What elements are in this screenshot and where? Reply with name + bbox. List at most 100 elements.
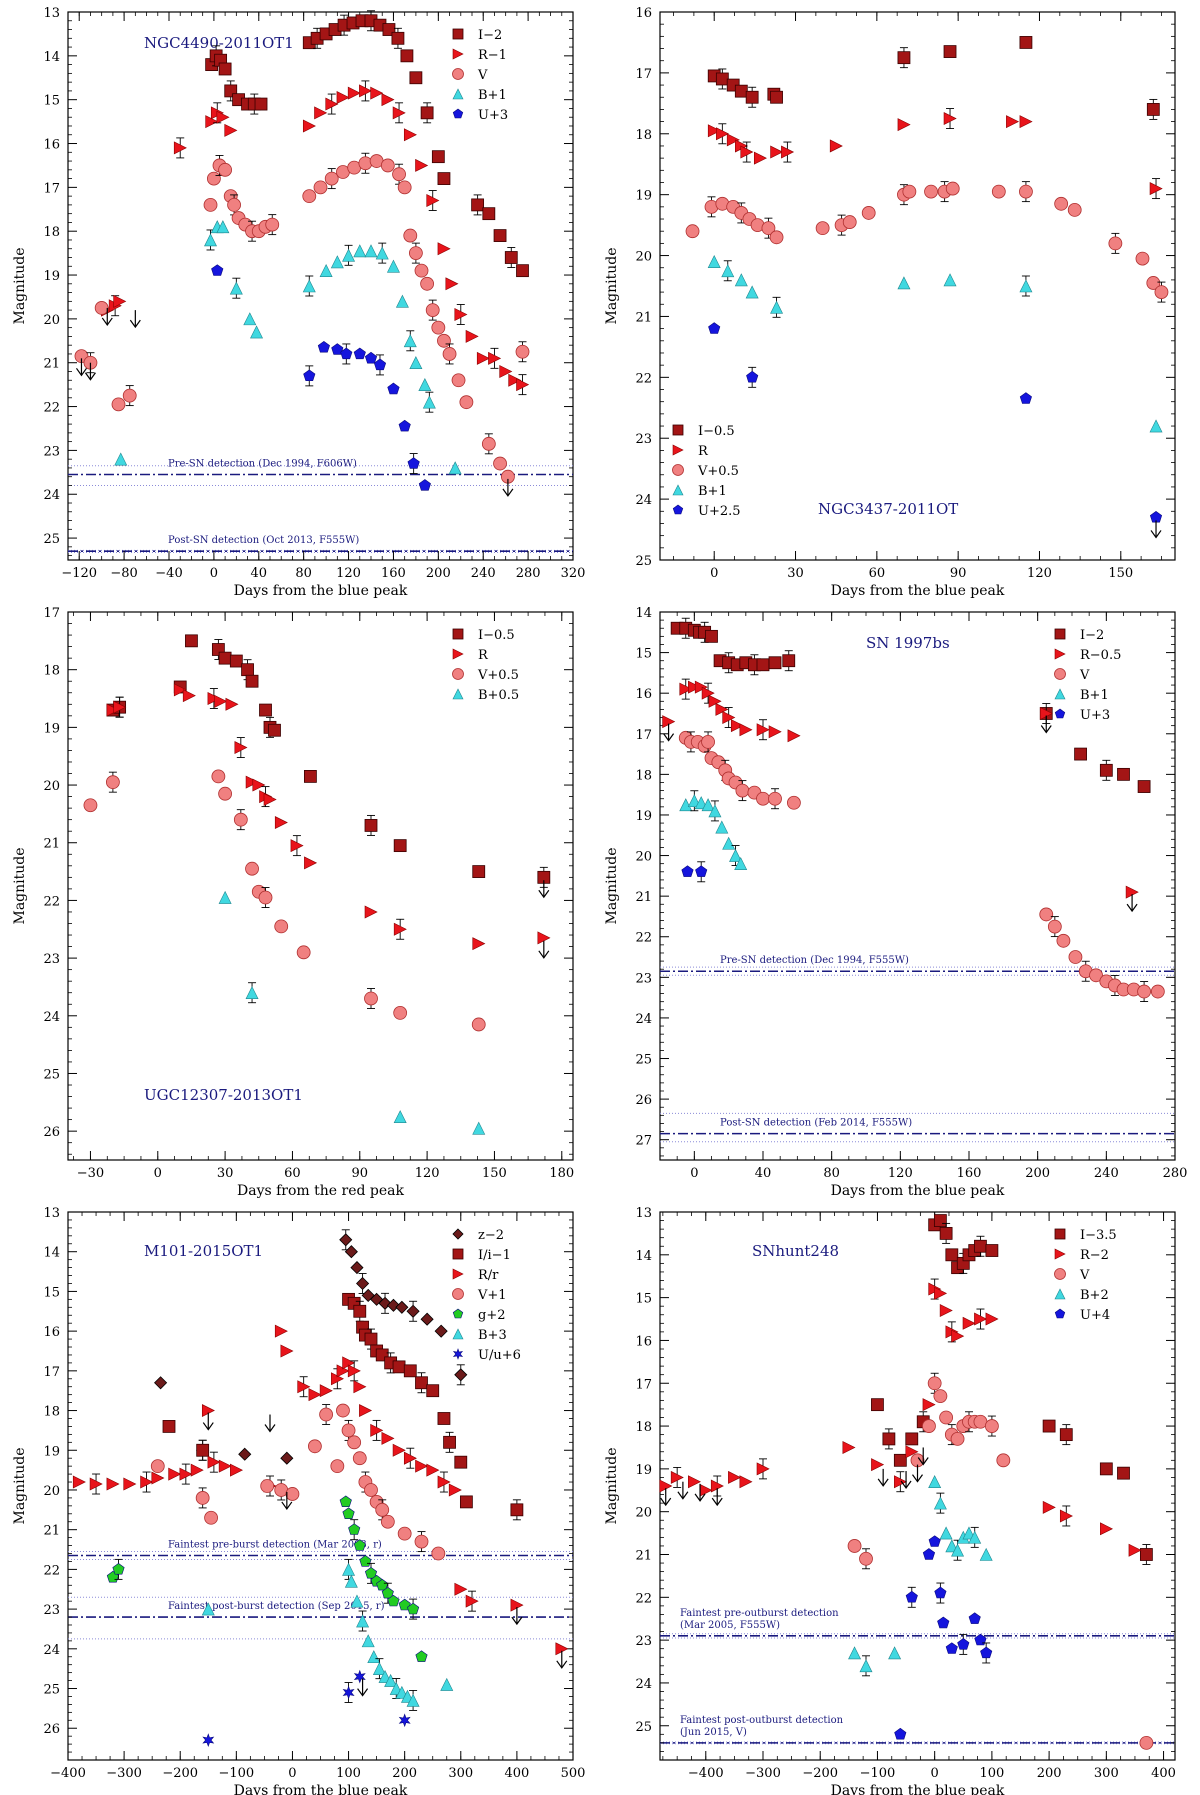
- data-point: [408, 246, 423, 261]
- legend-marker: [1054, 1288, 1066, 1300]
- series-r: [106, 683, 551, 951]
- data-point: [679, 682, 693, 696]
- data-point: [701, 686, 715, 700]
- series-u-4: [894, 1535, 993, 1740]
- legend-marker: [452, 1288, 464, 1300]
- y-tick-label: 22: [43, 894, 60, 909]
- x-tick-label: −400: [688, 1766, 724, 1781]
- data-point: [179, 1467, 193, 1481]
- arrow-head: [663, 733, 675, 742]
- data-point: [375, 246, 389, 260]
- x-tick-label: −100: [860, 1766, 896, 1781]
- data-point: [739, 1475, 753, 1489]
- series-g-2: [106, 1495, 428, 1662]
- legend: z−2 I/i−1 R/r V+1 g+2 B+3 U/u+6: [452, 1228, 521, 1363]
- y-tick-label: 25: [635, 554, 652, 569]
- data-point: [218, 1459, 232, 1473]
- y-tick-label: 21: [43, 357, 60, 372]
- data-point: [471, 1017, 486, 1032]
- data-point: [728, 1470, 742, 1484]
- data-point: [708, 322, 721, 334]
- y-tick-label: 21: [43, 837, 60, 852]
- data-point: [761, 221, 776, 236]
- series-i-2: [205, 10, 529, 278]
- legend-label: I−3.5: [1080, 1228, 1117, 1243]
- data-point: [420, 276, 435, 291]
- data-point: [201, 1602, 215, 1616]
- legend-marker: [672, 444, 684, 456]
- arrow-head: [917, 1457, 929, 1466]
- y-tick-label: 24: [635, 493, 652, 508]
- series-r-1: [100, 80, 530, 396]
- data-point: [1019, 279, 1033, 293]
- x-tick-label: 40: [755, 1166, 772, 1181]
- data-point: [829, 139, 843, 153]
- arrow-head: [912, 1474, 923, 1483]
- data-point: [190, 1463, 204, 1477]
- x-axis-title: Days from the blue peak: [831, 583, 1005, 599]
- data-point: [431, 320, 446, 335]
- x-axis-title: Days from the blue peak: [234, 583, 408, 599]
- data-point: [344, 1574, 358, 1588]
- data-point: [339, 1495, 352, 1507]
- data-point: [1128, 1543, 1142, 1557]
- legend-marker: [452, 1228, 464, 1240]
- data-point: [882, 1432, 896, 1446]
- data-point: [893, 1453, 907, 1467]
- data-point: [414, 1534, 429, 1549]
- data-point: [207, 1455, 221, 1469]
- legend-label: B+1: [478, 88, 507, 103]
- data-point: [173, 141, 187, 155]
- data-point: [386, 259, 400, 273]
- data-point: [859, 1551, 873, 1566]
- legend-label: U+2.5: [698, 504, 741, 519]
- data-point: [897, 51, 911, 65]
- data-point: [407, 457, 420, 469]
- data-point: [516, 264, 529, 278]
- data-point: [114, 452, 128, 466]
- data-point: [1019, 184, 1033, 199]
- data-point: [364, 1483, 378, 1497]
- data-point: [418, 377, 432, 391]
- legend-label: R: [698, 444, 709, 459]
- y-tick-label: 24: [635, 1012, 652, 1027]
- data-point: [140, 1475, 154, 1489]
- data-point: [113, 700, 127, 714]
- data-point: [1099, 1462, 1113, 1476]
- series-b-1: [114, 220, 462, 475]
- data-point: [945, 1539, 959, 1553]
- data-point: [705, 629, 718, 643]
- y-tick-label: 16: [43, 138, 60, 153]
- x-tick-label: 0: [288, 1766, 296, 1781]
- data-point: [950, 1432, 965, 1446]
- data-point: [943, 45, 957, 58]
- data-point: [685, 224, 700, 239]
- data-point: [431, 1546, 446, 1561]
- data-point: [398, 1713, 411, 1728]
- series-u-2-5: [708, 322, 1163, 523]
- y-tick-label: 23: [43, 444, 60, 459]
- detection-label: Pre-SN detection (Dec 1994, F606W): [168, 459, 357, 470]
- data-point: [945, 181, 960, 196]
- data-point: [1039, 907, 1054, 922]
- data-point: [894, 1475, 908, 1489]
- y-tick-label: 15: [43, 94, 60, 109]
- data-point: [426, 194, 440, 207]
- y-tick-label: 18: [43, 225, 60, 240]
- upper-limit-arrow: [511, 1607, 523, 1626]
- x-tick-label: 0: [931, 1766, 939, 1781]
- panel-title: M101-2015OT1: [144, 1242, 263, 1260]
- arrow-head: [694, 1493, 706, 1502]
- legend-label: V: [477, 68, 488, 83]
- panel-1: Pre-SN detection (Dec 1994, F606W) Post-S…: [12, 6, 585, 599]
- data-point: [407, 1602, 420, 1615]
- data-point: [996, 1453, 1011, 1468]
- y-tick-label: 25: [43, 532, 60, 547]
- y-tick-label: 21: [635, 890, 652, 905]
- series-i-i-1: [162, 1292, 524, 1521]
- data-point: [195, 1491, 210, 1505]
- data-point: [1149, 182, 1163, 196]
- data-point: [688, 680, 702, 694]
- legend-label: I−0.5: [478, 628, 515, 643]
- data-point: [392, 167, 406, 182]
